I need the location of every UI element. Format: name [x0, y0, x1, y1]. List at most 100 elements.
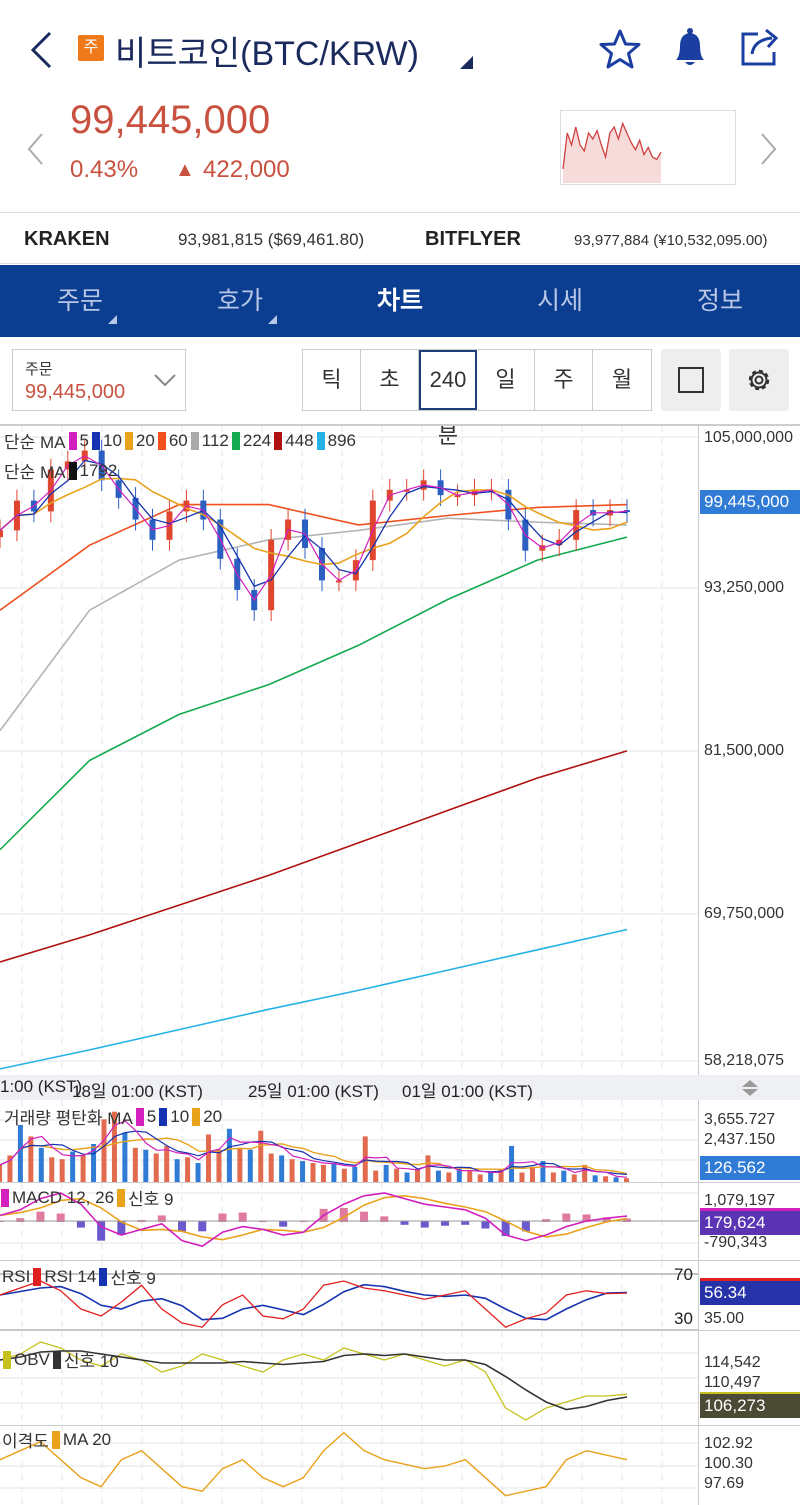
rsi-line — [0, 1280, 628, 1328]
tab-chart[interactable]: 차트 — [376, 287, 423, 315]
price-chart[interactable] — [0, 426, 698, 1076]
macd-histogram-bar — [198, 1221, 207, 1232]
macd-histogram-bar — [562, 1213, 571, 1222]
legend-period: 224 — [242, 430, 272, 450]
macd-histogram-bar — [521, 1221, 530, 1232]
exchange-value: 93,981,815 ($69,461.80) — [178, 230, 365, 249]
candle — [403, 489, 410, 492]
volume-bar — [624, 1178, 629, 1182]
y-tick: 2,437.150 — [704, 1131, 776, 1148]
macd-current-label: 179,624 — [700, 1208, 800, 1235]
candle — [0, 530, 3, 538]
exchange-name: BITFLYER — [425, 228, 521, 250]
settings-button[interactable] — [729, 349, 789, 411]
sparkline-box[interactable] — [560, 110, 736, 185]
volume-bar — [352, 1166, 358, 1182]
volume-bar — [529, 1166, 535, 1182]
legend-period: 5 — [79, 430, 89, 450]
coin-title[interactable]: 비트코인(BTC/KRW) — [115, 35, 419, 73]
tab-market[interactable]: 시세 — [536, 287, 583, 315]
volume-bar — [91, 1144, 97, 1182]
ma448-line — [0, 750, 628, 963]
ma-swatch — [124, 431, 133, 450]
legend-period: 1792 — [79, 460, 118, 480]
volume-bar — [101, 1119, 107, 1182]
macd-histogram-bar — [117, 1221, 126, 1236]
order-price: 99,445,000 — [25, 381, 126, 403]
bell-icon[interactable] — [668, 26, 712, 70]
volume-bar — [341, 1168, 347, 1182]
y-tick: 114,542 — [704, 1354, 761, 1371]
volume-bar — [561, 1170, 567, 1182]
ma-swatch — [316, 431, 325, 450]
disparity-axis: 102.92 100.30 97.69 — [698, 1425, 800, 1505]
title-dropdown-icon[interactable] — [460, 56, 473, 69]
up-arrow-icon: ▲ — [175, 159, 195, 181]
y-tick: 110,497 — [704, 1374, 761, 1391]
macd-histogram-bar — [56, 1213, 65, 1222]
volume-chart[interactable] — [0, 1100, 698, 1182]
volume-bar — [164, 1145, 170, 1182]
price-axis: 105,000,000 93,250,000 81,500,000 69,750… — [698, 425, 800, 1075]
macd-legend: MACD 12, 26 신호 9 — [0, 1185, 174, 1210]
ma-swatch — [91, 431, 100, 450]
interval-week[interactable]: 주 — [535, 350, 593, 410]
y-tick: -790,343 — [704, 1234, 768, 1251]
volume-bar — [122, 1132, 128, 1182]
macd-histogram-bar — [97, 1221, 106, 1241]
volume-bar — [247, 1149, 253, 1182]
interval-month[interactable]: 월 — [611, 367, 633, 392]
disparity-chart[interactable] — [0, 1426, 698, 1505]
main-tabs: 주문 호가 차트 시세 정보 — [0, 265, 800, 337]
volume-current-label: 126.562 — [700, 1156, 800, 1180]
chevron-down-icon — [154, 374, 176, 387]
interval-tick[interactable]: 틱 — [303, 350, 361, 410]
time-axis[interactable]: 1:00 (KST) 18일 01:00 (KST) 25일 01:00 (KS… — [0, 1075, 800, 1101]
legend-period: 10 — [102, 430, 122, 450]
macd-histogram-bar — [623, 1218, 631, 1222]
order-price-select[interactable]: 주문 99,445,000 — [12, 349, 186, 411]
interval-second[interactable]: 초 — [361, 350, 419, 410]
interval-240min[interactable]: 240분 — [419, 350, 477, 448]
resize-arrows-icon[interactable] — [740, 1079, 760, 1097]
macd-histogram-bar — [360, 1211, 369, 1222]
interval-day[interactable]: 일 — [477, 350, 535, 410]
y-tick: 58,218,075 — [704, 1052, 785, 1069]
macd-histogram-bar — [36, 1211, 45, 1222]
candle — [454, 495, 461, 498]
gear-icon — [748, 369, 770, 391]
legend-period: 20 — [135, 430, 155, 450]
disparity-line — [0, 1431, 628, 1497]
volume-bar — [206, 1134, 211, 1182]
x-tick: 01일 01:00 (KST) — [402, 1082, 533, 1101]
star-icon[interactable] — [598, 28, 642, 70]
vol-ma5-line — [0, 1120, 628, 1178]
volume-bar — [289, 1159, 295, 1182]
rsi-signal-line — [0, 1283, 628, 1321]
prev-chevron-icon[interactable] — [26, 132, 46, 166]
legend-period: 60 — [168, 430, 188, 450]
obv-chart[interactable] — [0, 1331, 698, 1425]
volume-bar — [488, 1172, 494, 1182]
macd-histogram-bar — [602, 1217, 611, 1222]
back-button[interactable] — [28, 30, 54, 75]
volume-bar — [279, 1155, 285, 1182]
tab-info[interactable]: 정보 — [696, 287, 743, 315]
next-chevron-icon[interactable] — [758, 132, 778, 166]
share-icon[interactable] — [738, 26, 784, 70]
macd-chart[interactable] — [0, 1183, 698, 1260]
obv-line — [0, 1341, 628, 1421]
tab-orderbook[interactable]: 호가 — [160, 265, 320, 337]
tab-order[interactable]: 주문 — [0, 265, 160, 337]
market-badge: 주 — [78, 35, 104, 61]
macd-axis: 1,079,197 179,624 -790,343 — [698, 1182, 800, 1260]
volume-bar — [362, 1136, 368, 1182]
macd-histogram-bar — [501, 1221, 510, 1236]
volume-bar — [132, 1147, 138, 1182]
volume-bar — [519, 1172, 525, 1182]
volume-bar — [373, 1170, 379, 1182]
volume-bar — [331, 1163, 337, 1182]
fullscreen-button[interactable] — [661, 349, 721, 411]
interval-selector: 틱 초 240분 일 주 월 — [302, 349, 652, 448]
macd-histogram-bar — [400, 1221, 409, 1225]
